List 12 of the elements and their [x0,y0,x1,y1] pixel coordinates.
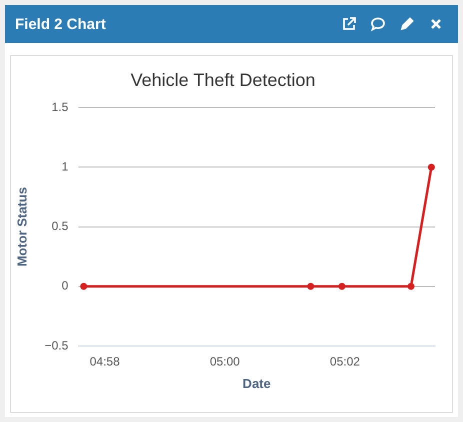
y-tick-label: 0 [62,278,69,293]
x-tick-label: 05:02 [330,354,360,369]
y-tick-label: 1 [62,160,69,174]
x-tick-label: 05:00 [210,354,240,369]
x-tick-label: 04:58 [90,354,120,369]
y-axis-title: Motor Status [14,187,30,267]
y-tick-label: 1.5 [52,100,69,114]
y-tick-label: 0.5 [52,219,69,234]
text: Field 2 Chart [15,16,106,32]
x-axis-title: Date [242,376,271,391]
chart-title: Vehicle Theft Detection [130,70,316,90]
y-tick-label: −0.5 [44,338,69,352]
